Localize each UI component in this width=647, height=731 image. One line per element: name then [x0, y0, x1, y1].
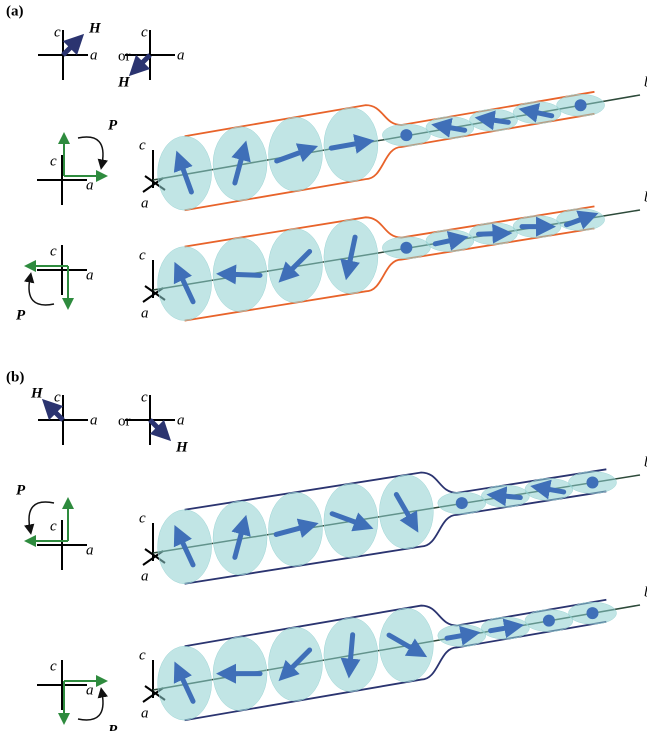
polarization-label: P: [16, 482, 26, 498]
axis-label: c: [139, 647, 146, 663]
or-label: or: [118, 48, 131, 64]
spin-dot: [456, 497, 468, 509]
axis-label: a: [86, 682, 94, 698]
axis-label: c: [139, 510, 146, 526]
field-label: H: [30, 385, 44, 401]
spin-arrow: [485, 119, 509, 122]
spin-dot: [543, 615, 555, 627]
rotation-arrow: [29, 278, 54, 305]
polarization-label: P: [108, 722, 118, 731]
axis-label: a: [86, 542, 94, 558]
spin-dot: [586, 607, 598, 619]
axis-label: a: [90, 47, 98, 63]
field-label: H: [88, 20, 102, 36]
polarization-label: P: [108, 117, 118, 133]
axis-label: a: [86, 177, 94, 193]
polarization-label: P: [16, 307, 26, 323]
spin-arrow: [478, 233, 502, 234]
field-arrow: [49, 406, 63, 420]
spin-dot: [575, 99, 587, 111]
spin-arrow: [496, 495, 520, 497]
axis-label: a: [177, 47, 185, 63]
axis-label: c: [50, 153, 57, 169]
axis-label: c: [139, 247, 146, 263]
spin-dot: [400, 129, 412, 141]
spin-dot: [586, 476, 598, 488]
panel-label: (a): [6, 3, 24, 19]
axis-label: c: [50, 658, 57, 674]
axis-label: a: [141, 305, 149, 321]
axis-label: c: [54, 389, 61, 405]
axis-label: a: [90, 412, 98, 428]
axis-label: c: [141, 24, 148, 40]
panel-label: (b): [6, 369, 24, 385]
axis-label: c: [50, 243, 57, 259]
axis-label: a: [141, 568, 149, 584]
field-arrow: [63, 41, 77, 55]
axis-label: c: [139, 137, 146, 153]
axis-label: c: [141, 389, 148, 405]
axis-label: a: [86, 267, 94, 283]
field-arrow: [150, 420, 164, 434]
axis-label: a: [177, 412, 185, 428]
field-label: H: [117, 74, 131, 90]
axis-label: c: [54, 24, 61, 40]
spin-arrow: [350, 635, 353, 669]
field-arrow: [136, 55, 150, 69]
rotation-arrow: [78, 137, 103, 164]
field-label: H: [175, 439, 189, 455]
figure: (a)caHorcaHcaPcabcaPcab(b)caHorcaHcaPcab…: [0, 0, 647, 731]
spin-arrow: [226, 274, 260, 275]
spin-dot: [400, 242, 412, 254]
axis-label: a: [141, 195, 149, 211]
axis-label: c: [50, 518, 57, 534]
or-label: or: [118, 413, 131, 429]
axis-label: a: [141, 705, 149, 721]
